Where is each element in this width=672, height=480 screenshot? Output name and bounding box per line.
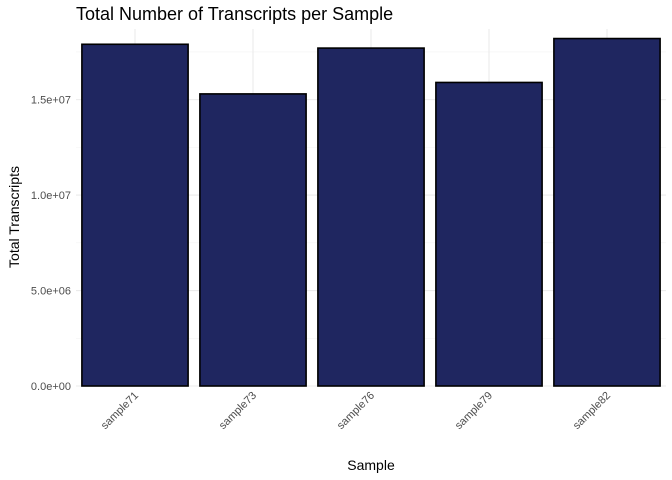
y-axis-label: Total Transcripts	[6, 166, 22, 268]
bars	[81, 37, 661, 387]
bar-sample82	[553, 37, 661, 387]
x-axis-ticks: sample71 sample73 sample76 sample79 sample82	[99, 390, 613, 432]
x-tick-label: sample82	[571, 390, 613, 432]
x-tick-label: sample79	[453, 390, 495, 432]
x-tick-label: sample76	[335, 390, 377, 432]
y-tick-label: 5.0e+06	[31, 286, 71, 298]
bar-sample76	[317, 47, 425, 387]
bar-sample79	[435, 81, 543, 387]
y-tick-label: 1.5e+07	[31, 95, 71, 107]
x-tick-label: sample73	[217, 390, 259, 432]
y-tick-label: 1.0e+07	[31, 190, 71, 202]
y-axis-ticks: 0.0e+00 5.0e+06 1.0e+07 1.5e+07	[31, 95, 71, 393]
chart-title: Total Number of Transcripts per Sample	[76, 4, 393, 24]
bar-sample73	[199, 93, 307, 387]
x-axis-label: Sample	[347, 457, 395, 473]
y-tick-label: 0.0e+00	[31, 381, 71, 393]
bar-sample71	[81, 43, 189, 387]
x-tick-label: sample71	[99, 390, 141, 432]
